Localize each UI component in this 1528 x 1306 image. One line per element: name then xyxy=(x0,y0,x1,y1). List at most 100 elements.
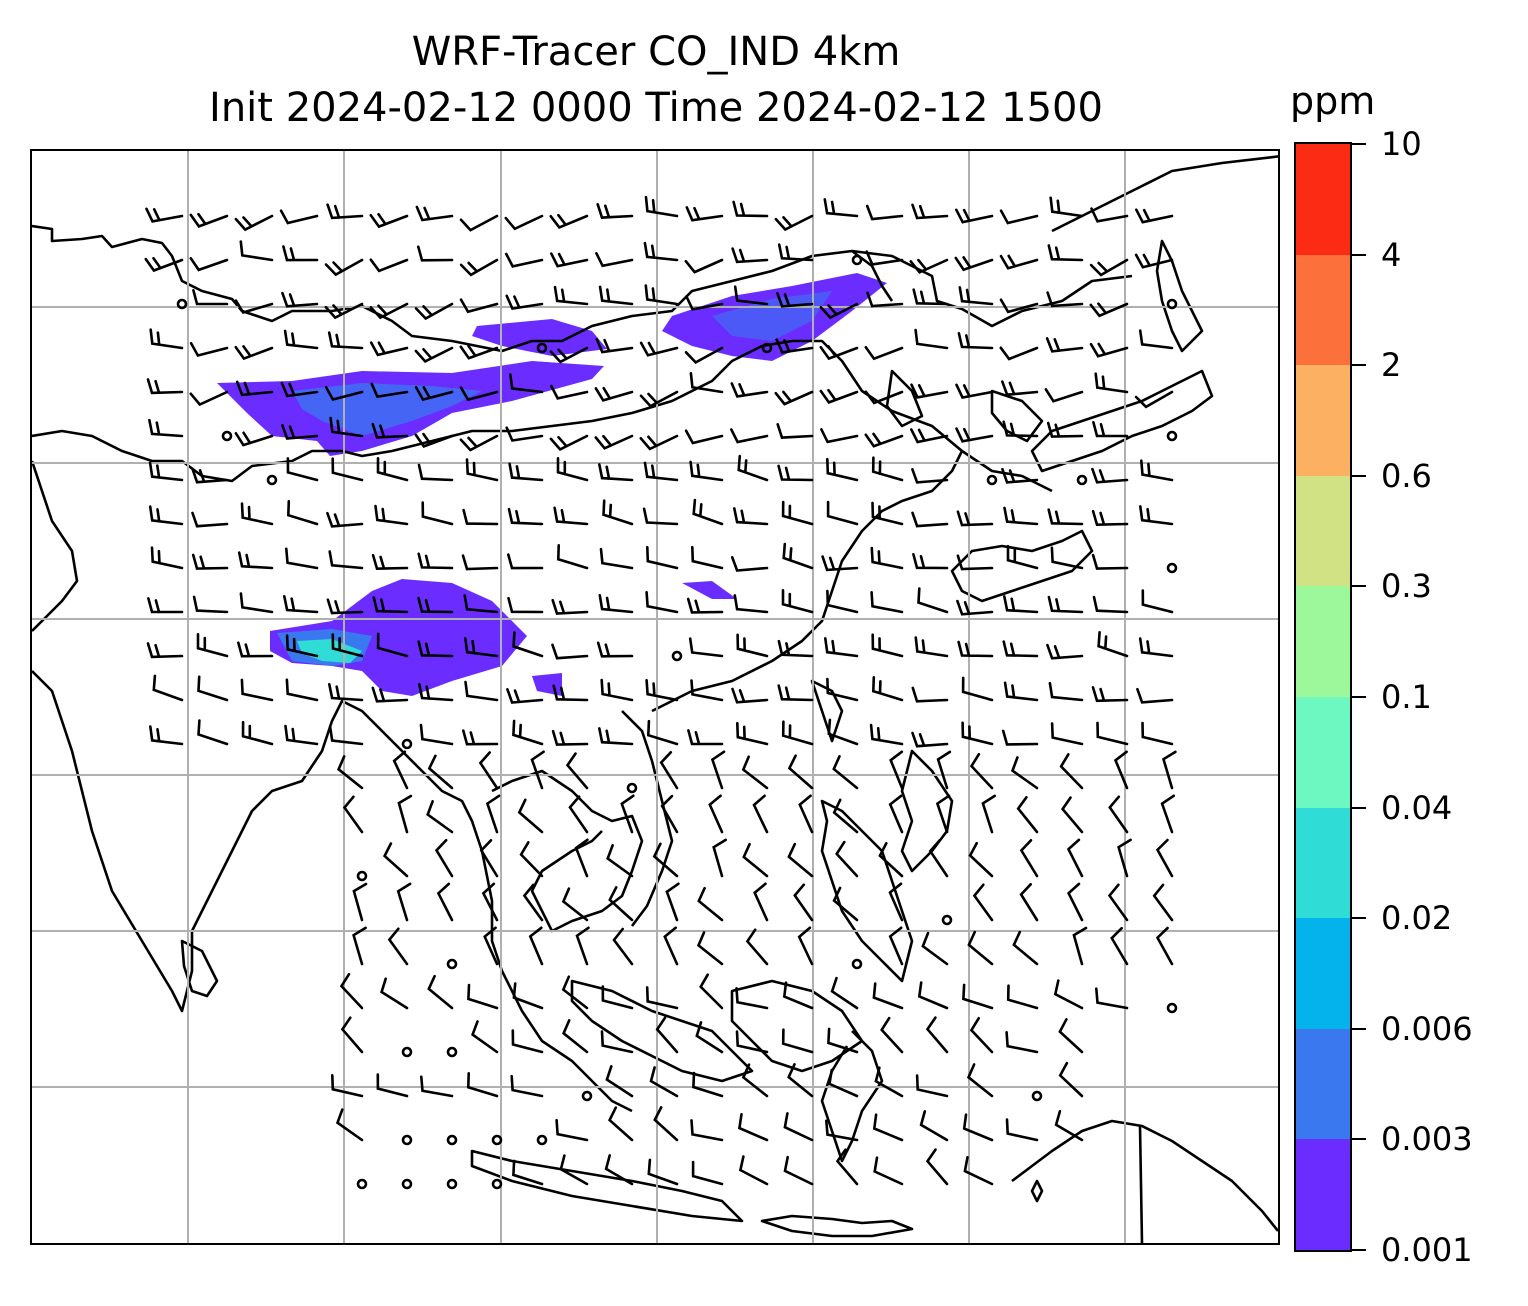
calm-wind-circle xyxy=(536,1134,548,1146)
wind-barb xyxy=(239,240,274,262)
wind-barb xyxy=(434,838,454,878)
wind-barb xyxy=(337,755,364,790)
calm-wind-circle xyxy=(401,738,413,750)
wind-barb xyxy=(574,838,589,878)
wind-barb xyxy=(324,302,364,320)
map-panel[interactable] xyxy=(30,149,1280,1245)
wind-barb xyxy=(962,983,994,1010)
wind-barb xyxy=(690,679,724,702)
wind-barb xyxy=(787,754,814,790)
wind-barb xyxy=(549,346,589,364)
wind-barb xyxy=(911,511,949,528)
wind-barb xyxy=(914,328,949,350)
wind-barb xyxy=(196,633,229,658)
wind-barb xyxy=(240,678,274,702)
wind-barb xyxy=(549,213,589,229)
wind-barb xyxy=(888,794,904,834)
wind-barb xyxy=(427,974,454,1010)
wind-barb xyxy=(645,679,679,702)
calm-wind-circle xyxy=(671,650,683,662)
wind-barb xyxy=(708,794,724,834)
wind-barb xyxy=(598,285,634,306)
wind-barb xyxy=(865,204,904,221)
wind-barb xyxy=(285,547,319,570)
wind-barb xyxy=(331,633,364,658)
wind-barb xyxy=(376,1073,409,1098)
wind-barb xyxy=(551,598,589,615)
wind-barb xyxy=(826,677,859,702)
wind-barb xyxy=(1160,794,1175,834)
wind-barb xyxy=(692,1071,724,1098)
wind-barb xyxy=(463,594,499,614)
wind-barb xyxy=(550,384,589,400)
wind-barb xyxy=(328,725,364,746)
wind-barb xyxy=(821,555,859,572)
calm-wind-circle xyxy=(401,1134,413,1146)
wind-barb xyxy=(481,882,499,922)
wind-barb xyxy=(1010,756,1039,790)
wind-barb xyxy=(464,637,499,658)
colorbar-tick-label: 0.006 xyxy=(1381,1009,1473,1048)
wind-barb xyxy=(507,596,544,614)
colorbar-tick xyxy=(1352,1138,1366,1141)
calm-wind-circle xyxy=(176,298,188,310)
wind-barb xyxy=(1066,882,1084,922)
wind-barb xyxy=(1053,979,1084,1010)
wind-barb xyxy=(1060,796,1084,834)
wind-barb xyxy=(866,291,904,308)
wind-barb xyxy=(732,200,769,218)
wind-barb xyxy=(459,344,499,360)
wind-barb xyxy=(281,424,319,440)
colorbar-tick xyxy=(1352,585,1366,588)
wind-barb xyxy=(730,382,769,398)
wind-barb xyxy=(928,839,949,878)
wind-barb xyxy=(598,594,634,614)
wind-barb xyxy=(823,198,859,218)
wind-barb xyxy=(888,926,904,966)
wind-barb xyxy=(608,886,634,922)
calm-wind-circle xyxy=(1166,298,1178,310)
wind-barb xyxy=(826,457,859,482)
colorbar-tick-label: 4 xyxy=(1381,235,1402,274)
map-canvas xyxy=(32,151,1278,1243)
wind-barb xyxy=(1045,337,1084,353)
calm-wind-circle xyxy=(401,1178,413,1190)
wind-barb xyxy=(869,723,904,746)
wind-barb xyxy=(465,458,499,482)
wind-barb xyxy=(478,751,499,790)
wind-barb xyxy=(1136,687,1174,704)
colorbar-segment xyxy=(1296,1139,1350,1250)
calm-wind-circle xyxy=(941,914,953,926)
wind-barb xyxy=(742,842,769,878)
wind-barb xyxy=(152,674,184,702)
colorbar-tick xyxy=(1352,474,1366,477)
wind-barb xyxy=(999,209,1039,225)
wind-barb xyxy=(828,1068,859,1098)
wind-barb xyxy=(733,507,769,526)
wind-barb xyxy=(1092,421,1129,438)
wind-barb xyxy=(285,678,319,702)
wind-barb xyxy=(999,346,1039,361)
wind-barb xyxy=(427,754,454,790)
calm-wind-circle xyxy=(986,474,998,486)
wind-barb xyxy=(969,1017,994,1054)
wind-barb xyxy=(731,687,769,704)
wind-barb xyxy=(371,686,409,703)
wind-barb xyxy=(956,599,994,616)
wind-barb xyxy=(781,720,814,746)
wind-barb xyxy=(958,286,994,306)
wind-barb xyxy=(1134,390,1174,409)
wind-barb xyxy=(512,631,544,658)
calm-wind-circle xyxy=(446,958,458,970)
wind-barb xyxy=(961,721,994,746)
wind-barb xyxy=(1092,595,1129,614)
wind-barb xyxy=(466,1072,499,1098)
calm-wind-circle xyxy=(1031,1090,1043,1102)
calm-wind-circle xyxy=(626,782,638,794)
wind-barb xyxy=(1006,984,1039,1010)
wind-barb xyxy=(915,1074,949,1098)
wind-barb xyxy=(736,633,769,658)
wind-barb xyxy=(1094,372,1129,394)
wind-barb xyxy=(645,986,679,1010)
wind-barb xyxy=(596,641,634,658)
